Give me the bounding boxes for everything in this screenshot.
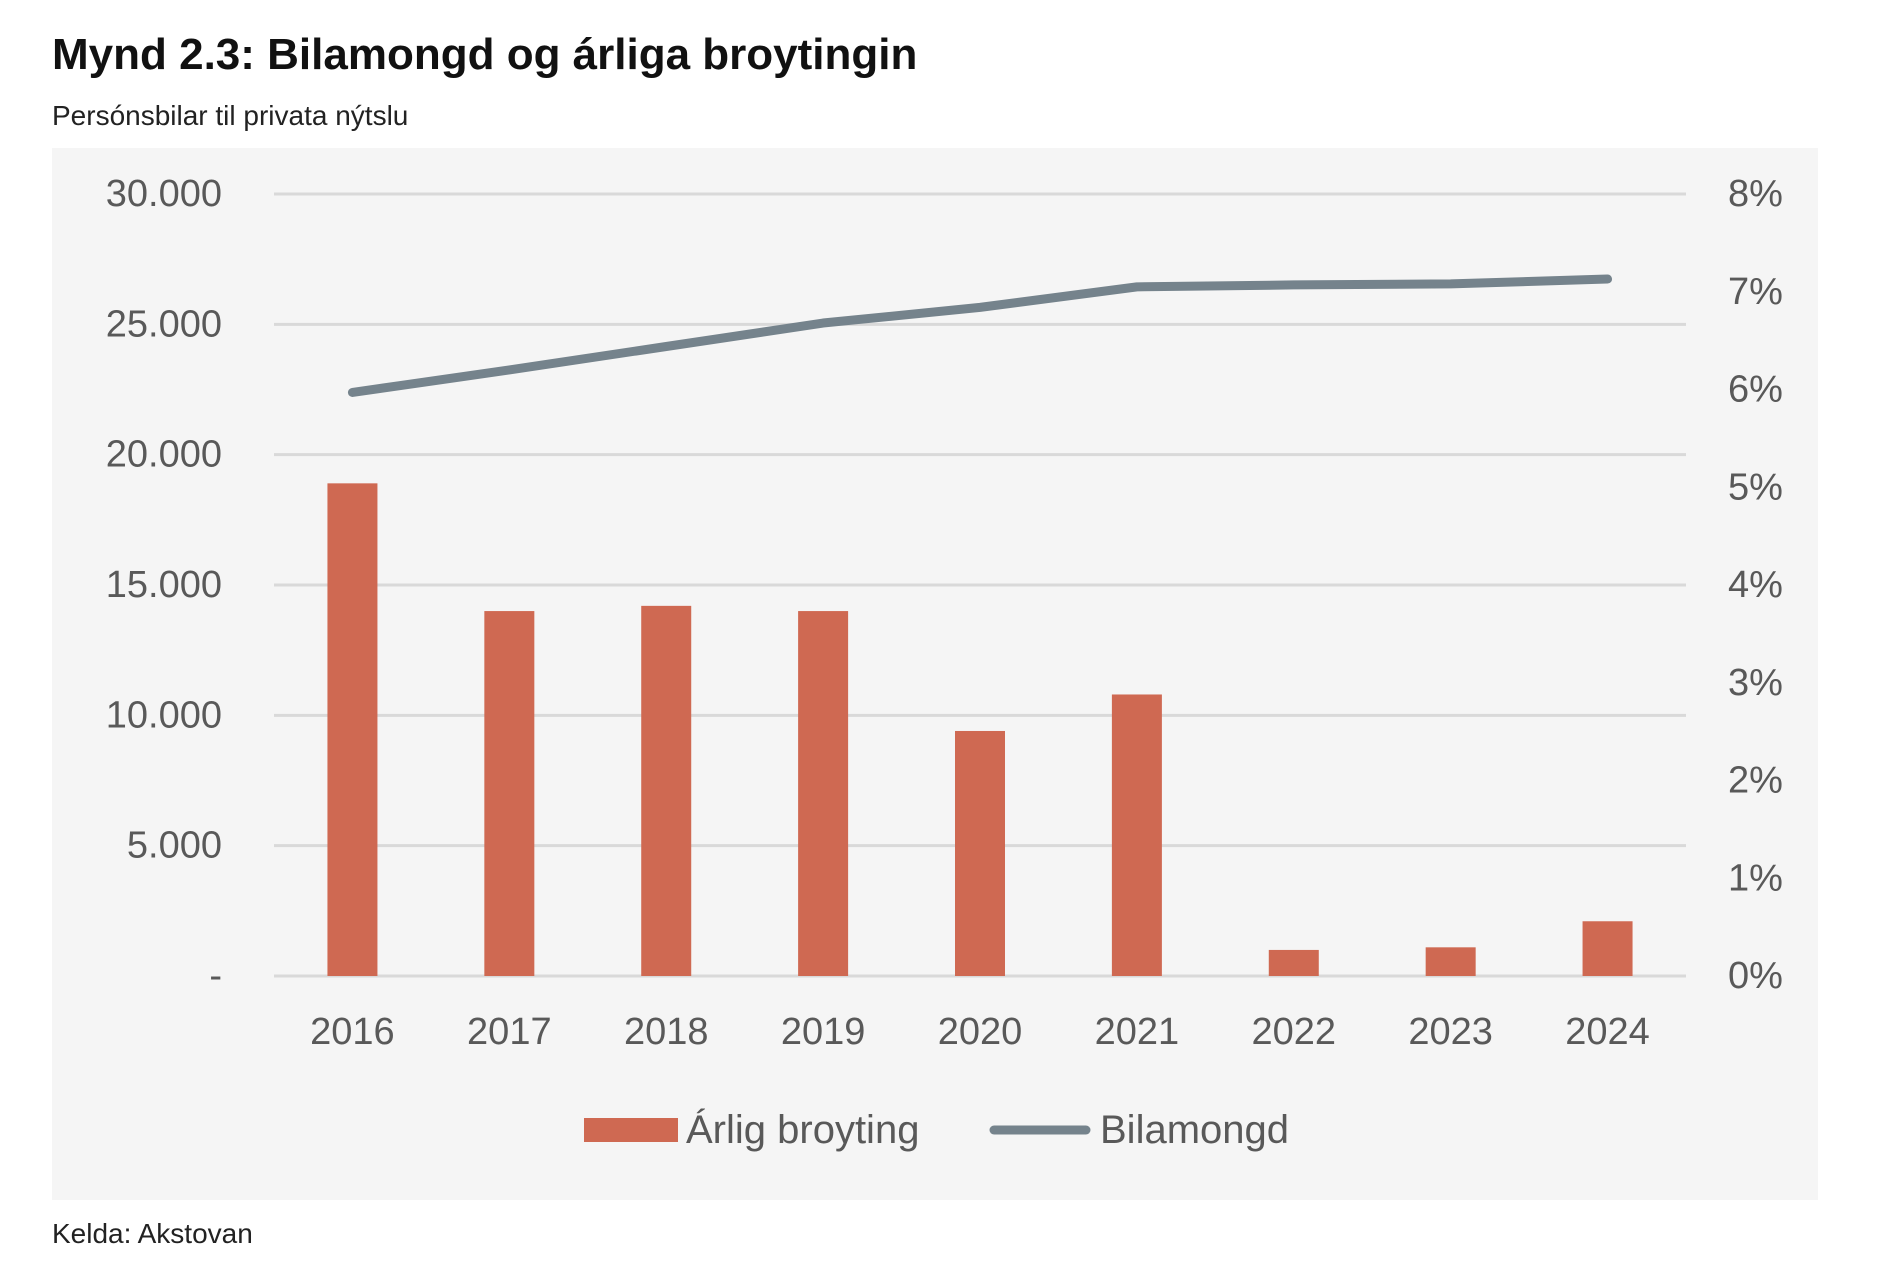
right-axis: 0% 1% 2% 3% 4% 5% 6% 7% 8% — [1728, 173, 1783, 997]
right-axis-tick-label: 5% — [1728, 466, 1783, 508]
chart-panel: - 5.000 10.000 15.000 20.000 25.000 30.000 0% 1… — [52, 148, 1818, 1200]
chart-subtitle: Persónsbilar til privata nýtslu — [52, 100, 409, 131]
legend: Árlig broyting Bilamongd — [584, 1107, 1289, 1152]
x-axis: 2016 2017 2018 2019 2020 2021 2022 2023 2024 — [310, 1011, 1650, 1053]
chart-svg: - 5.000 10.000 15.000 20.000 25.000 30.000 0% 1… — [106, 173, 1783, 1152]
x-axis-tick-label: 2017 — [467, 1011, 552, 1053]
x-axis-tick-label: 2024 — [1565, 1011, 1650, 1053]
right-axis-tick-label: 6% — [1728, 369, 1783, 411]
x-axis-tick-label: 2020 — [938, 1011, 1023, 1053]
bar-2022 — [1268, 949, 1319, 976]
bar-2018 — [641, 605, 692, 976]
left-axis-tick-label: 30.000 — [106, 173, 222, 215]
x-axis-tick-label: 2019 — [781, 1011, 866, 1053]
x-axis-tick-label: 2023 — [1408, 1011, 1493, 1053]
right-axis-tick-label: 0% — [1728, 955, 1783, 997]
left-axis: - 5.000 10.000 15.000 20.000 25.000 30.000 — [106, 173, 222, 997]
line-bilamongd — [347, 274, 1613, 397]
left-axis-tick-label: 5.000 — [127, 825, 222, 867]
bar-series — [327, 483, 1633, 976]
legend-label-bar: Árlig broyting — [686, 1107, 919, 1152]
right-axis-tick-label: 4% — [1728, 564, 1783, 606]
right-axis-tick-label: 2% — [1728, 760, 1783, 802]
right-axis-tick-label: 1% — [1728, 857, 1783, 899]
x-axis-tick-label: 2022 — [1252, 1011, 1337, 1053]
left-axis-tick-label: 15.000 — [106, 564, 222, 606]
right-axis-tick-label: 8% — [1728, 173, 1783, 215]
legend-label-line: Bilamongd — [1100, 1108, 1289, 1152]
right-axis-tick-label: 7% — [1728, 271, 1783, 313]
right-axis-tick-label: 3% — [1728, 662, 1783, 704]
legend-swatch-bar — [584, 1118, 678, 1142]
chart-title: Mynd 2.3: Bilamongd og árliga broytingin — [52, 30, 918, 79]
source-note: Kelda: Akstovan — [52, 1218, 253, 1249]
x-axis-tick-label: 2021 — [1095, 1011, 1180, 1053]
left-axis-tick-label: 20.000 — [106, 434, 222, 476]
line-series — [347, 274, 1613, 397]
x-axis-tick-label: 2016 — [310, 1011, 395, 1053]
bar-2023 — [1425, 947, 1476, 976]
bar-2016 — [327, 483, 378, 976]
bar-2024 — [1582, 921, 1633, 976]
left-axis-tick-label: 10.000 — [106, 694, 222, 736]
bar-2017 — [484, 611, 535, 976]
x-axis-tick-label: 2018 — [624, 1011, 709, 1053]
left-axis-tick-label: 25.000 — [106, 303, 222, 345]
bar-2021 — [1111, 694, 1162, 976]
left-axis-tick-label: - — [209, 955, 222, 997]
bar-2019 — [798, 611, 849, 976]
bar-2020 — [955, 730, 1005, 976]
